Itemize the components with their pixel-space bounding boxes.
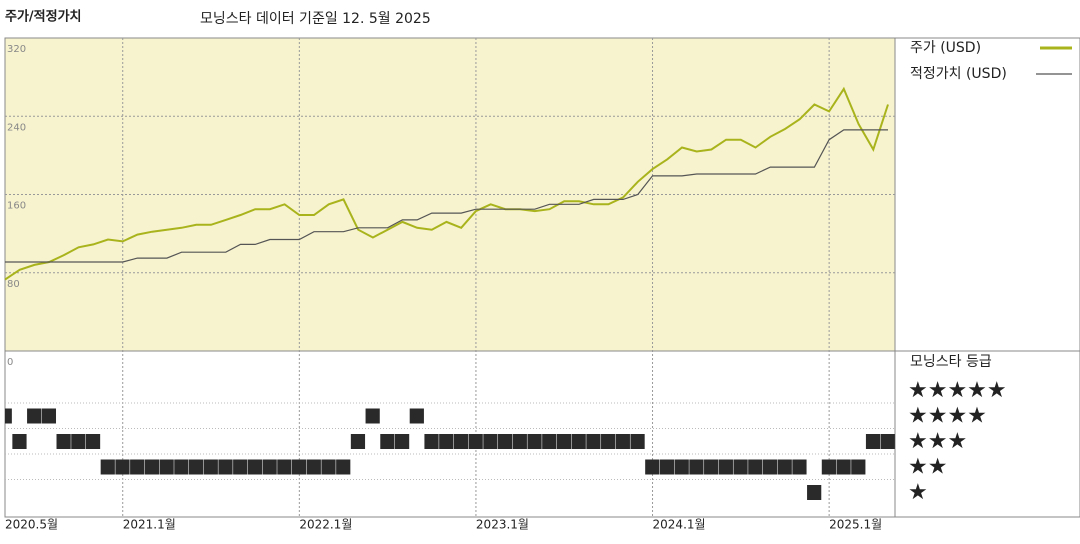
rating-bar: [704, 459, 719, 475]
rating-bar: [586, 434, 601, 449]
rating-bar: [512, 434, 527, 449]
rating-bar: [277, 459, 292, 475]
rating-bar: [380, 434, 395, 449]
rating-bar: [659, 459, 675, 475]
rating-bar: [851, 459, 866, 475]
rating-bar: [807, 485, 822, 500]
rating-bar: [865, 434, 881, 449]
rating-bar: [498, 434, 513, 449]
rating-bar: [556, 434, 572, 449]
rating-bar: [5, 408, 12, 424]
rating-bar: [439, 434, 454, 449]
series-line: [5, 129, 888, 263]
rating-label: ★★: [908, 455, 947, 480]
rating-bar: [218, 459, 233, 475]
rating-bar: [306, 459, 321, 475]
rating-bar: [483, 434, 498, 449]
y-tick-label: 0: [7, 357, 13, 368]
rating-bar: [748, 459, 763, 475]
rating-bar: [350, 434, 366, 449]
rating-bar: [733, 459, 748, 475]
rating-bar: [821, 459, 836, 475]
rating-bar: [85, 434, 101, 449]
rating-bar: [71, 434, 86, 449]
rating-bar: [365, 408, 380, 424]
rating-bar: [41, 408, 57, 424]
x-tick-label: 2025.1월: [829, 518, 882, 532]
rating-bar: [527, 434, 542, 449]
rating-bar: [645, 459, 660, 475]
rating-label: ★★★: [908, 429, 967, 454]
rating-bar: [468, 434, 483, 449]
rating-bar: [203, 459, 218, 475]
rating-bar: [689, 459, 704, 475]
rating-bar: [130, 459, 145, 475]
rating-bar: [159, 459, 174, 475]
rating-bar: [880, 434, 895, 449]
rating-bar: [56, 434, 71, 449]
y-tick-label: 320: [7, 44, 26, 55]
rating-bar: [233, 459, 248, 475]
rating-title: 모닝스타 등급: [910, 354, 992, 370]
rating-label: ★★★★: [908, 404, 987, 429]
rating-bar: [836, 459, 851, 475]
rating-bar: [247, 459, 263, 475]
x-tick-label: 2020.5월: [5, 518, 58, 532]
rating-bar: [115, 459, 130, 475]
rating-bar: [12, 434, 27, 449]
y-tick-label: 80: [7, 279, 20, 290]
rating-bar: [27, 408, 42, 424]
rating-bar: [336, 459, 351, 475]
rating-bar: [394, 434, 410, 449]
frame: [4, 37, 1080, 518]
rating-bar: [571, 434, 586, 449]
rating-bar: [321, 459, 336, 475]
chart-title: 주가/적정가치: [5, 9, 82, 25]
x-tick-label: 2024.1월: [653, 518, 706, 532]
rating-label: ★: [908, 480, 928, 505]
rating-bar: [792, 459, 807, 475]
rating-bar: [601, 434, 616, 449]
rating-bar: [291, 459, 307, 475]
rating-bar: [542, 434, 557, 449]
series-line: [4, 86, 889, 281]
chart-subtitle: 모닝스타 데이터 기준일 12. 5월 2025: [200, 11, 431, 27]
y-tick-label: 160: [7, 201, 26, 212]
rating-bar: [674, 459, 689, 475]
rating-bar: [144, 459, 160, 475]
rating-bar: [630, 434, 645, 449]
x-tick-label: 2023.1월: [476, 518, 529, 532]
y-tick-label: 240: [7, 122, 26, 133]
rating-bar: [188, 459, 204, 475]
rating-bar: [409, 408, 424, 424]
rating-bar: [453, 434, 469, 449]
rating-bar: [718, 459, 733, 475]
rating-label: ★★★★★: [908, 378, 1007, 403]
x-tick-label: 2021.1월: [123, 518, 176, 532]
legend-label: 주가 (USD): [910, 40, 981, 56]
legend-label: 적정가치 (USD): [910, 66, 1007, 82]
rating-bar: [100, 459, 115, 475]
rating-bar: [777, 459, 792, 475]
rating-bar: [615, 434, 630, 449]
rating-bar: [762, 459, 778, 475]
x-tick-label: 2022.1월: [299, 518, 352, 532]
rating-bar: [262, 459, 277, 475]
rating-bar: [424, 434, 439, 449]
rating-bar: [174, 459, 189, 475]
